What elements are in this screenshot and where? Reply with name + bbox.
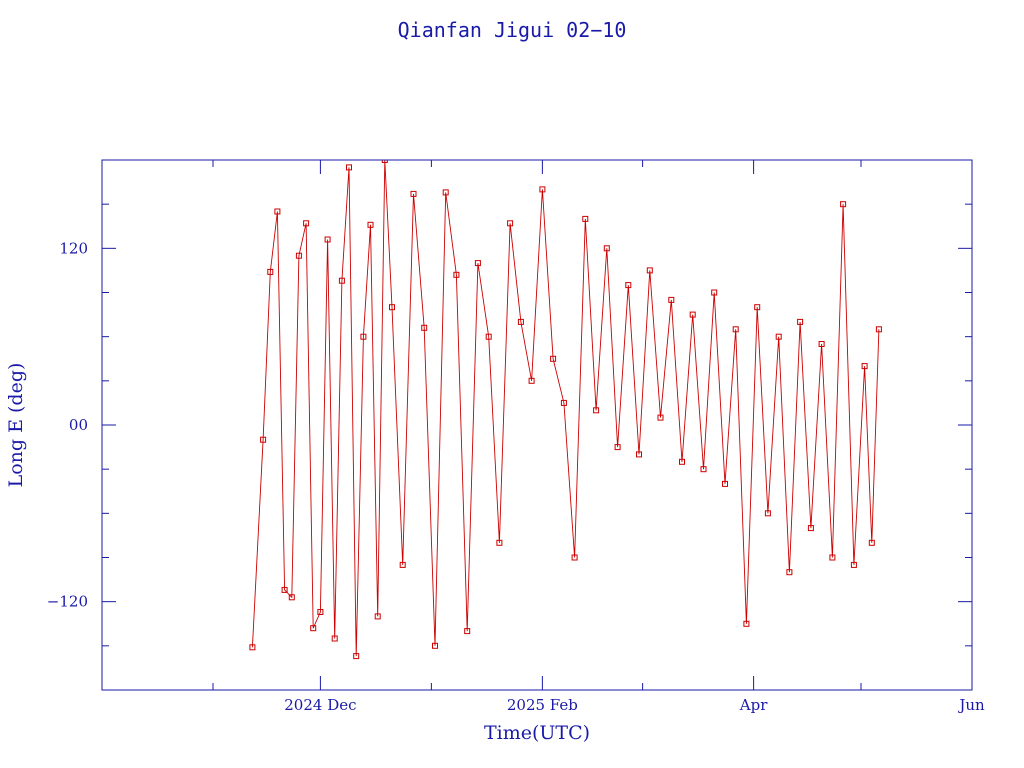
x-tick-label: Jun xyxy=(957,696,985,714)
plot-frame xyxy=(101,159,973,691)
data-point xyxy=(614,444,621,451)
data-point xyxy=(875,326,882,333)
series-markers xyxy=(249,160,882,660)
data-point xyxy=(775,333,782,340)
data-point xyxy=(786,569,793,576)
data-point xyxy=(593,407,600,414)
data-point xyxy=(711,289,718,296)
data-point xyxy=(582,215,589,222)
data-point xyxy=(381,160,388,163)
data-point xyxy=(829,554,836,561)
data-point xyxy=(485,333,492,340)
data-point xyxy=(571,554,578,561)
data-point xyxy=(374,613,381,620)
series-layer xyxy=(249,160,882,660)
data-point xyxy=(550,355,557,362)
data-point xyxy=(528,377,535,384)
data-point xyxy=(850,561,857,568)
data-point xyxy=(389,304,395,311)
data-point xyxy=(281,586,288,593)
data-point xyxy=(360,333,367,340)
x-axis-tick-labels: 2024 Dec 2025 Feb Apr Jun xyxy=(284,696,985,714)
data-point xyxy=(295,252,302,259)
series-line xyxy=(251,160,880,657)
data-point xyxy=(353,653,360,660)
y-tick-label: 00 xyxy=(69,416,88,434)
data-point xyxy=(399,561,406,568)
data-point xyxy=(840,201,847,208)
data-point xyxy=(453,271,460,278)
data-point xyxy=(797,318,804,325)
x-axis-ticks xyxy=(101,160,973,690)
data-point xyxy=(317,609,324,615)
chart-title: Qianfan Jigui 02−10 xyxy=(398,18,627,42)
data-point xyxy=(249,644,256,651)
data-point xyxy=(861,363,868,370)
data-point xyxy=(754,304,761,311)
x-tick-label: 2025 Feb xyxy=(507,696,578,714)
data-point xyxy=(432,642,438,649)
data-point xyxy=(668,296,675,303)
data-point xyxy=(507,220,514,227)
data-point xyxy=(260,436,267,443)
y-axis-label: Long E (deg) xyxy=(5,363,27,488)
x-tick-label: 2024 Dec xyxy=(284,696,356,714)
data-point xyxy=(560,399,567,406)
y-axis-tick-labels: 120 00 −120 xyxy=(47,239,88,610)
data-point xyxy=(288,594,295,601)
data-point xyxy=(636,451,642,458)
data-point xyxy=(474,260,481,267)
data-point xyxy=(346,164,352,171)
data-point xyxy=(700,466,707,473)
data-point xyxy=(818,341,825,347)
data-point xyxy=(722,480,728,487)
data-point xyxy=(679,458,685,465)
x-axis-label: Time(UTC) xyxy=(484,722,590,744)
data-point xyxy=(331,635,338,642)
data-point xyxy=(764,510,771,517)
x-tick-label: Apr xyxy=(739,696,768,714)
data-point xyxy=(657,414,664,421)
data-point xyxy=(464,628,471,635)
data-point xyxy=(625,282,632,289)
data-point xyxy=(539,186,546,193)
data-point xyxy=(310,625,317,632)
data-point xyxy=(868,539,875,546)
data-point xyxy=(442,189,449,196)
data-point xyxy=(421,324,428,331)
y-axis-ticks xyxy=(102,159,972,691)
data-point xyxy=(274,208,281,215)
data-point xyxy=(517,318,524,325)
data-point xyxy=(732,326,739,333)
data-point xyxy=(689,311,696,318)
data-point xyxy=(410,190,417,197)
data-point xyxy=(338,277,345,284)
series-lines xyxy=(251,160,880,657)
data-point xyxy=(267,268,274,275)
data-point xyxy=(743,620,750,627)
data-point xyxy=(324,236,331,243)
data-point xyxy=(646,267,653,274)
data-point xyxy=(807,525,814,532)
data-point xyxy=(303,220,310,227)
data-point xyxy=(496,539,503,546)
y-tick-label: −120 xyxy=(47,593,88,611)
y-tick-label: 120 xyxy=(59,239,88,257)
data-point xyxy=(603,245,610,252)
data-point xyxy=(367,221,374,228)
